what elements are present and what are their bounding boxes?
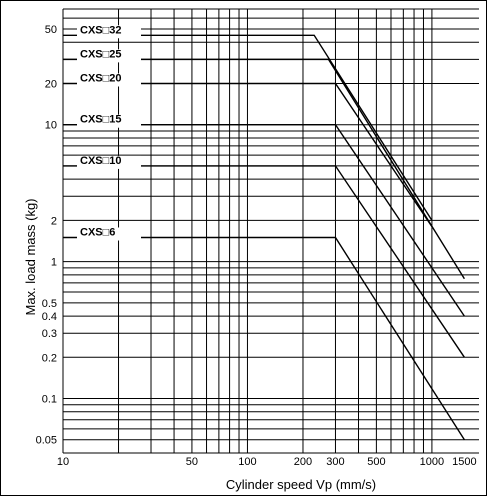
series-line: [63, 58, 465, 280]
x-tick-label: 1500: [452, 456, 476, 468]
y-tick-label: 0.3: [42, 328, 57, 340]
y-tick-label: 10: [45, 120, 57, 132]
y-tick-label: 0.4: [42, 311, 57, 323]
series-label-bg: [77, 25, 141, 39]
series-layer: [63, 34, 465, 441]
series-line: [63, 165, 465, 358]
y-tick-label: 1: [51, 257, 57, 269]
x-tick-label: 200: [294, 456, 312, 468]
series-line: [63, 34, 433, 221]
series-label-bg: [77, 227, 141, 241]
series-label-bg: [77, 114, 141, 128]
y-tick-label: 0.2: [42, 352, 57, 364]
x-axis-title: Cylinder speed Vp (mm/s): [226, 477, 376, 492]
series-label: CXS□25: [80, 48, 122, 60]
series-line: [63, 124, 465, 317]
series-label: CXS□32: [80, 24, 122, 36]
series-label-bg: [77, 73, 141, 87]
series-line: [63, 82, 433, 228]
x-tick-label: 300: [326, 456, 344, 468]
y-tick-label: 20: [45, 78, 57, 90]
y-tick-label: 2: [51, 215, 57, 227]
y-tick-label: 0.05: [36, 435, 57, 447]
x-tick-label: 10: [57, 456, 69, 468]
x-tick-label: 500: [367, 456, 385, 468]
series-label: CXS□20: [80, 72, 122, 84]
series-label: CXS□10: [80, 155, 122, 167]
x-tick-label: 50: [186, 456, 198, 468]
y-tick-label: 50: [45, 24, 57, 36]
x-tick-label: 1000: [420, 456, 444, 468]
series-label-bg: [77, 49, 141, 63]
x-tick-label: 100: [238, 456, 256, 468]
y-tick-label: 0.5: [42, 298, 57, 310]
series-label: CXS□15: [80, 114, 122, 126]
series-label: CXS□6: [80, 227, 115, 239]
label-layer: 10 50 100 200 300 500 1000 1500 0.05 0.1 0.2 0.3 0.4…: [36, 24, 477, 468]
series-label-bg: [77, 155, 141, 169]
y-axis-title: Max. load mass (kg): [23, 198, 38, 315]
series-line: [63, 236, 465, 441]
y-tick-label: 0.1: [42, 394, 57, 406]
